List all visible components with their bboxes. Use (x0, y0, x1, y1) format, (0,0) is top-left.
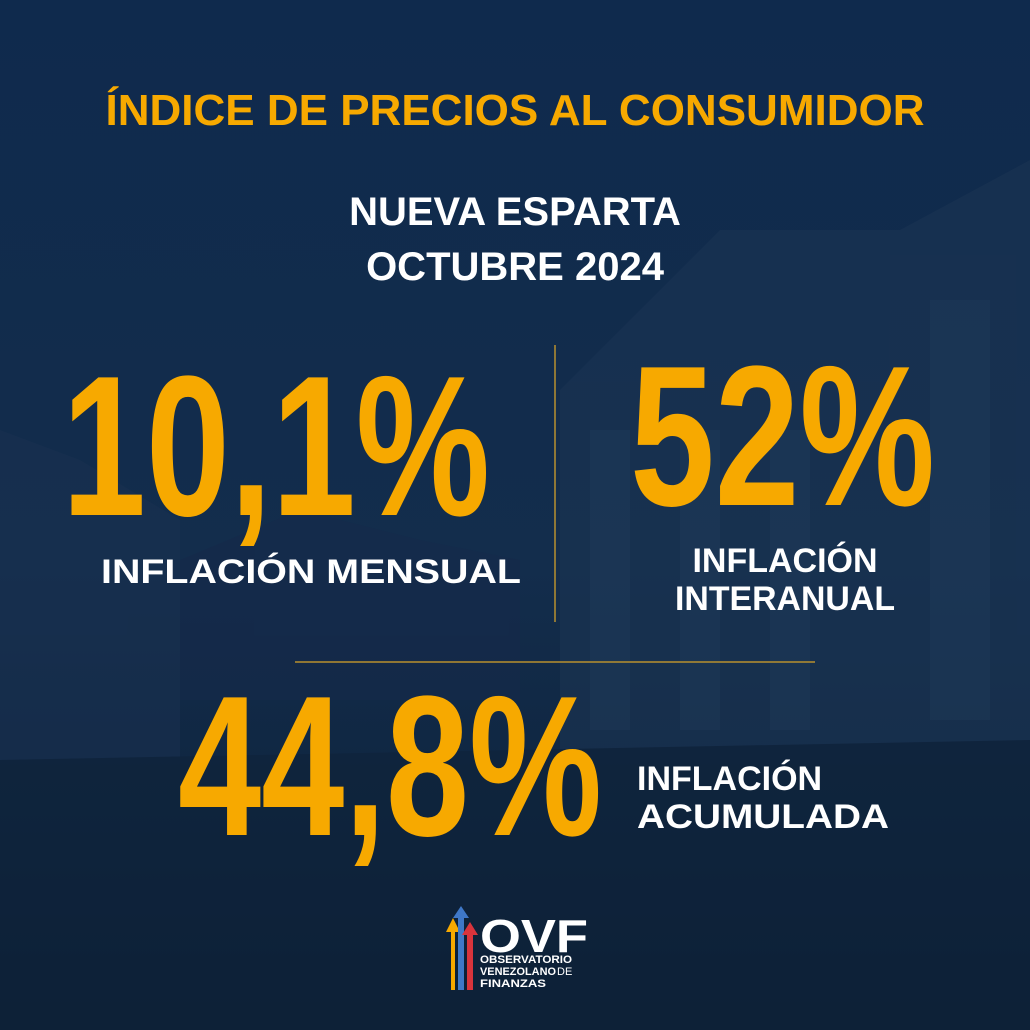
stat-label: INFLACIÓN (637, 760, 822, 798)
background-scene (0, 160, 1030, 1030)
stat-label: INFLACIÓN MENSUAL (101, 553, 521, 591)
stat-value: 52% (630, 325, 935, 548)
stat-label: INTERANUAL (675, 580, 895, 618)
stat-value: 44,8% (178, 655, 602, 878)
stat-label: INFLACIÓN (692, 542, 877, 580)
region: NUEVA ESPARTA (349, 190, 681, 234)
logo-acronym: OVF (480, 910, 588, 962)
period: OCTUBRE 2024 (366, 245, 665, 289)
logo: OVF OBSERVATORIO VENEZOLANO DE FINANZAS (446, 906, 588, 990)
logo-text: OBSERVATORIO (480, 954, 572, 966)
stat-label: ACUMULADA (637, 798, 889, 836)
stat-value: 10,1% (62, 335, 490, 558)
logo-text: DE (557, 966, 572, 978)
logo-text: FINANZAS (480, 978, 546, 990)
logo-text: VENEZOLANO (480, 966, 556, 978)
title: ÍNDICE DE PRECIOS AL CONSUMIDOR (106, 85, 925, 135)
